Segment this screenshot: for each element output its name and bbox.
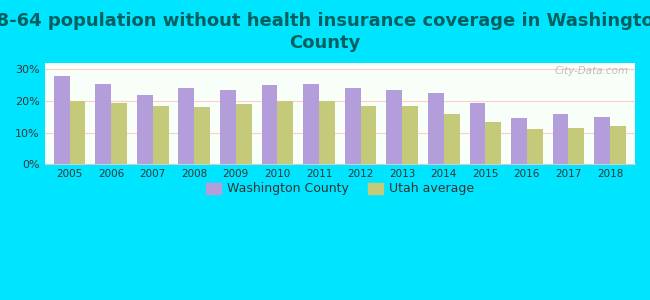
Bar <box>386 90 402 164</box>
Bar <box>428 93 444 164</box>
Legend: Washington County, Utah average: Washington County, Utah average <box>201 178 479 200</box>
Bar <box>344 88 361 164</box>
Bar <box>111 103 127 164</box>
Bar <box>70 101 85 164</box>
Bar <box>402 106 418 164</box>
Bar <box>469 103 486 164</box>
Bar <box>361 106 376 164</box>
Bar <box>236 104 252 164</box>
Bar <box>303 84 319 164</box>
Bar <box>194 107 210 164</box>
Bar <box>569 128 584 164</box>
Bar <box>552 114 569 164</box>
Text: City-Data.com: City-Data.com <box>555 66 629 76</box>
Bar <box>54 76 70 164</box>
Bar <box>594 117 610 164</box>
Bar <box>444 114 460 164</box>
Bar <box>527 129 543 164</box>
Bar <box>511 118 527 164</box>
Bar <box>96 84 111 164</box>
Bar <box>137 94 153 164</box>
Bar <box>486 122 501 164</box>
Bar <box>179 88 194 164</box>
Bar <box>610 126 626 164</box>
Bar <box>220 90 236 164</box>
Bar <box>278 101 293 164</box>
Bar <box>153 106 168 164</box>
Bar <box>319 101 335 164</box>
Text: 18-64 population without health insurance coverage in Washington
County: 18-64 population without health insuranc… <box>0 12 650 52</box>
Bar <box>262 85 278 164</box>
